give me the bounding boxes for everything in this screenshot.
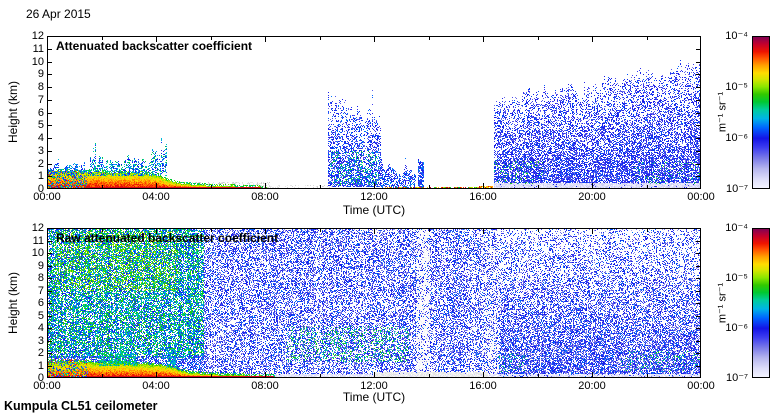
panel1-y-axis-label: Height (km) bbox=[6, 80, 20, 144]
x-tick-label: 04:00 bbox=[142, 380, 170, 392]
y-tick-label: 7 bbox=[37, 284, 44, 297]
colorbar-tick-label: 10⁻⁷ bbox=[725, 372, 748, 384]
y-tick-label: 0 bbox=[37, 183, 44, 195]
x-tick-label: 20:00 bbox=[578, 191, 606, 203]
y-tick-label: 12 bbox=[31, 222, 44, 234]
attenuated-backscatter-heatmap bbox=[47, 36, 701, 189]
y-tick-label: 11 bbox=[32, 234, 44, 247]
x-tick-label: 12:00 bbox=[360, 191, 388, 203]
colorbar-tick-label: 10⁻⁴ bbox=[725, 30, 748, 42]
y-tick-label: 6 bbox=[37, 106, 44, 119]
x-tick-label: 08:00 bbox=[251, 380, 279, 392]
y-tick-label: 3 bbox=[37, 334, 44, 347]
x-tick-label: 00:00 bbox=[687, 191, 715, 203]
y-tick-label: 10 bbox=[31, 247, 44, 259]
y-tick-label: 5 bbox=[37, 309, 44, 322]
x-tick-label: 00:00 bbox=[687, 380, 715, 392]
y-tick-label: 4 bbox=[37, 322, 44, 334]
y-tick-label: 4 bbox=[37, 132, 44, 144]
x-tick-label: 08:00 bbox=[251, 191, 279, 203]
panel2-x-axis-label: Time (UTC) bbox=[342, 390, 406, 404]
colorbar-tick-label: 10⁻⁷ bbox=[725, 183, 748, 195]
y-tick-label: 9 bbox=[37, 259, 44, 272]
x-tick-label: 00:00 bbox=[33, 191, 61, 203]
colorbar-tick-label: 10⁻⁵ bbox=[725, 81, 748, 93]
panel2-y-axis-label: Height (km) bbox=[6, 271, 20, 335]
y-tick-label: 5 bbox=[37, 119, 44, 132]
panel1-colorbar bbox=[752, 36, 770, 189]
y-tick-label: 8 bbox=[37, 272, 44, 284]
colorbar-tick-label: 10⁻⁶ bbox=[725, 322, 748, 334]
panel1-title: Attenuated backscatter coefficient bbox=[56, 39, 253, 53]
x-tick-label: 20:00 bbox=[578, 380, 606, 392]
panel2-colorbar bbox=[752, 228, 770, 378]
x-tick-label: 16:00 bbox=[469, 191, 497, 203]
y-tick-label: 1 bbox=[37, 170, 44, 183]
y-tick-label: 0 bbox=[37, 372, 44, 384]
station-instrument-label: Kumpula CL51 ceilometer bbox=[4, 399, 158, 413]
colorbar-tick-label: 10⁻⁶ bbox=[725, 132, 748, 144]
colorbar-tick-label: 10⁻⁵ bbox=[725, 272, 748, 284]
y-tick-label: 8 bbox=[37, 81, 44, 93]
date-label: 26 Apr 2015 bbox=[26, 7, 91, 21]
y-tick-label: 6 bbox=[37, 297, 44, 309]
x-tick-label: 04:00 bbox=[142, 191, 170, 203]
y-tick-label: 1 bbox=[37, 359, 44, 372]
panel1-x-axis-label: Time (UTC) bbox=[342, 203, 406, 217]
x-tick-label: 00:00 bbox=[33, 380, 61, 392]
y-tick-label: 2 bbox=[37, 347, 44, 359]
raw-attenuated-backscatter-heatmap bbox=[47, 228, 701, 378]
y-tick-label: 9 bbox=[37, 68, 44, 81]
panel2-title: Raw attenuated backscatter coefficient bbox=[56, 231, 279, 245]
y-tick-label: 2 bbox=[37, 157, 44, 170]
y-tick-label: 3 bbox=[37, 144, 44, 157]
y-tick-label: 7 bbox=[37, 93, 44, 106]
y-tick-label: 12 bbox=[31, 30, 44, 42]
y-tick-label: 11 bbox=[32, 42, 44, 55]
x-tick-label: 12:00 bbox=[360, 380, 388, 392]
x-tick-label: 16:00 bbox=[469, 380, 497, 392]
panel1-colorbar-unit-label: m⁻¹ sr⁻¹ bbox=[716, 91, 729, 133]
panel2-colorbar-unit-label: m⁻¹ sr⁻¹ bbox=[716, 282, 729, 324]
colorbar-tick-label: 10⁻⁴ bbox=[725, 222, 748, 234]
y-tick-label: 10 bbox=[31, 55, 44, 68]
